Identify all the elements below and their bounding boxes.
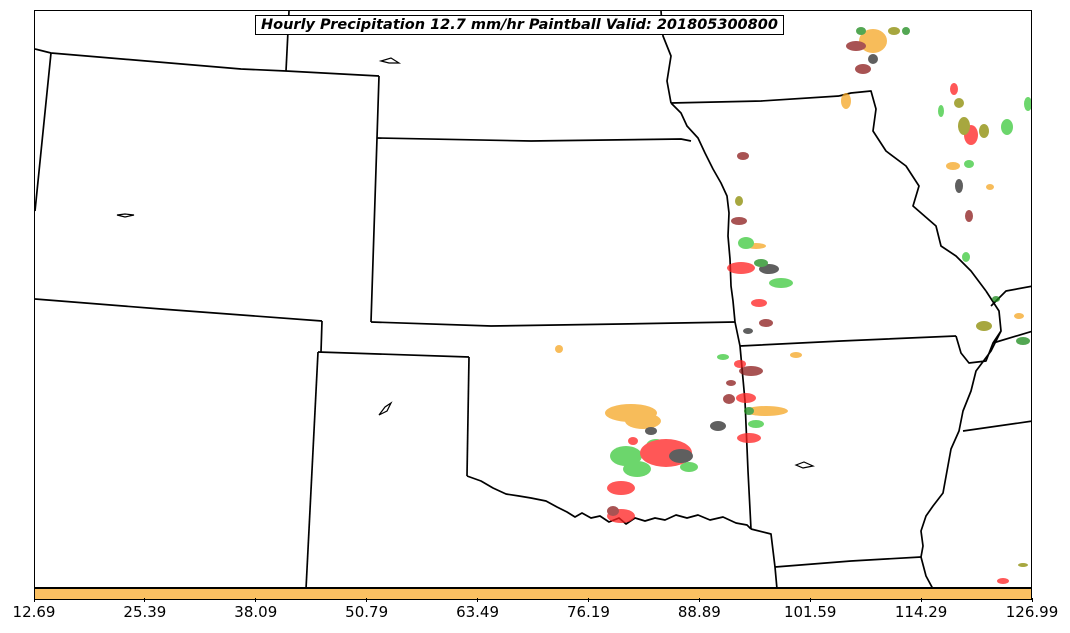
colorbar [34,588,1032,600]
lake-icon [116,213,135,218]
arkansas-south-line [774,556,922,568]
lake-icon [794,461,815,469]
colorbar-tick-mark [587,598,589,602]
lake-icon [378,57,402,64]
bootheel [955,330,1002,364]
colorbar-tick-mark [255,598,257,602]
lake-icon [378,401,393,416]
colorbar-tick-mark [809,598,811,602]
nebraska-north-line [35,48,380,77]
colorbar-tick-label: 25.39 [123,603,167,621]
map-canvas [35,11,1031,587]
colorado-south-line [35,298,323,322]
colorbar-tick-mark [33,598,35,602]
mississippi-upper [838,90,987,292]
colorbar-tick-mark [920,598,922,602]
colorbar-tick-mark [366,598,368,602]
state-boundaries [35,11,1031,587]
panhandle-east [466,356,470,477]
kansas-north-line [376,137,692,142]
colorado-east-line [370,75,380,323]
colorbar-tick-mark [144,598,146,602]
panhandle-west [320,320,323,353]
missouri-south-line [739,335,957,347]
colorbar-tick-label: 126.99 [1005,603,1059,621]
precipitation-paintballs [555,27,1031,584]
colorbar-tick-label: 38.09 [234,603,278,621]
colorado-west-line [35,52,52,212]
map-title: Hourly Precipitation 12.7 mm/hr Paintbal… [255,15,784,35]
colorbar-tick-mark [1031,598,1033,602]
colorbar-tick-mark [698,598,700,602]
ky-tn-line [962,420,1031,432]
colorbar-tick-label: 114.29 [894,603,948,621]
iowa-south-line [670,95,840,104]
colorbar-tick-mark [477,598,479,602]
colorbar-tick-label: 63.49 [456,603,500,621]
colorbar-tick-label: 76.19 [566,603,610,621]
ky-bottom-line [990,285,1031,307]
kansas-south-line [370,321,736,327]
missouri-river [670,102,736,323]
ms-river-lower [920,290,1002,587]
tn-line-upper [992,330,1031,344]
lakes [116,57,815,469]
map-panel [34,10,1032,588]
colorbar-tick-label: 88.89 [677,603,721,621]
red-river [466,475,752,530]
newmexico-east-line [305,351,319,587]
texas-panhandle-top [317,351,470,358]
colorbar-tick-label: 101.59 [783,603,837,621]
colorbar-tick-label: 50.79 [345,603,389,621]
texas-arkansas-line [750,528,778,587]
colorbar-tick-label: 12.69 [12,603,56,621]
